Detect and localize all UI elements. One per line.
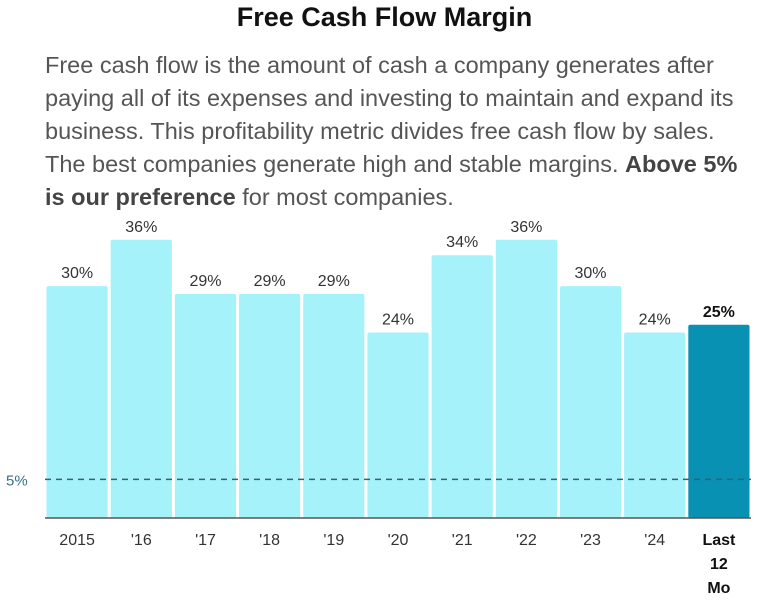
bar-10	[624, 332, 686, 518]
bar-value-label-4: 29%	[254, 273, 286, 290]
x-tick-label-6: '20	[388, 532, 409, 549]
bar-value-label-2: 36%	[125, 219, 157, 236]
x-tick-label-5: '19	[323, 532, 344, 549]
bar-value-label-1: 30%	[61, 265, 93, 282]
bar-value-label-11: 25%	[703, 304, 735, 321]
bar-1	[46, 286, 108, 518]
x-tick-label-2: '16	[131, 532, 152, 549]
bar-value-label-7: 34%	[446, 234, 478, 251]
bar-9	[560, 286, 622, 518]
x-tick-label-8: '22	[516, 532, 537, 549]
x-tick-label-7: '21	[452, 532, 473, 549]
x-tick-label-11: Last 12 Mo	[702, 532, 736, 597]
chart-description: Free cash flow is the amount of cash a c…	[45, 49, 755, 214]
description-emphasis: Above 5% is our preference	[45, 151, 738, 210]
description-text: Free cash flow is the amount of cash a c…	[45, 52, 734, 177]
bar-4	[239, 293, 301, 518]
bar-8	[495, 239, 557, 519]
bar-2	[110, 239, 172, 519]
bar-value-label-5: 29%	[318, 273, 350, 290]
x-tick-label-10: '24	[644, 532, 665, 549]
bar-3	[174, 293, 237, 518]
bar-value-label-6: 24%	[382, 312, 414, 329]
bar-value-label-9: 30%	[574, 265, 606, 282]
bar-value-label-8: 36%	[510, 219, 542, 236]
x-tick-label-4: '18	[259, 532, 280, 549]
reference-line-label: 5%	[6, 472, 28, 489]
bar-7	[431, 255, 493, 518]
bar-6	[367, 332, 429, 518]
bar-11	[688, 324, 750, 518]
x-tick-label-3: '17	[195, 532, 216, 549]
description-text-end: for most companies.	[242, 184, 454, 210]
bar-value-label-10: 24%	[639, 312, 671, 329]
x-tick-label-1: 2015	[59, 532, 95, 549]
bar-value-label-3: 29%	[189, 273, 221, 290]
chart-title: Free Cash Flow Margin	[236, 2, 533, 32]
x-tick-label-9: '23	[580, 532, 601, 549]
bar-5	[303, 293, 365, 518]
